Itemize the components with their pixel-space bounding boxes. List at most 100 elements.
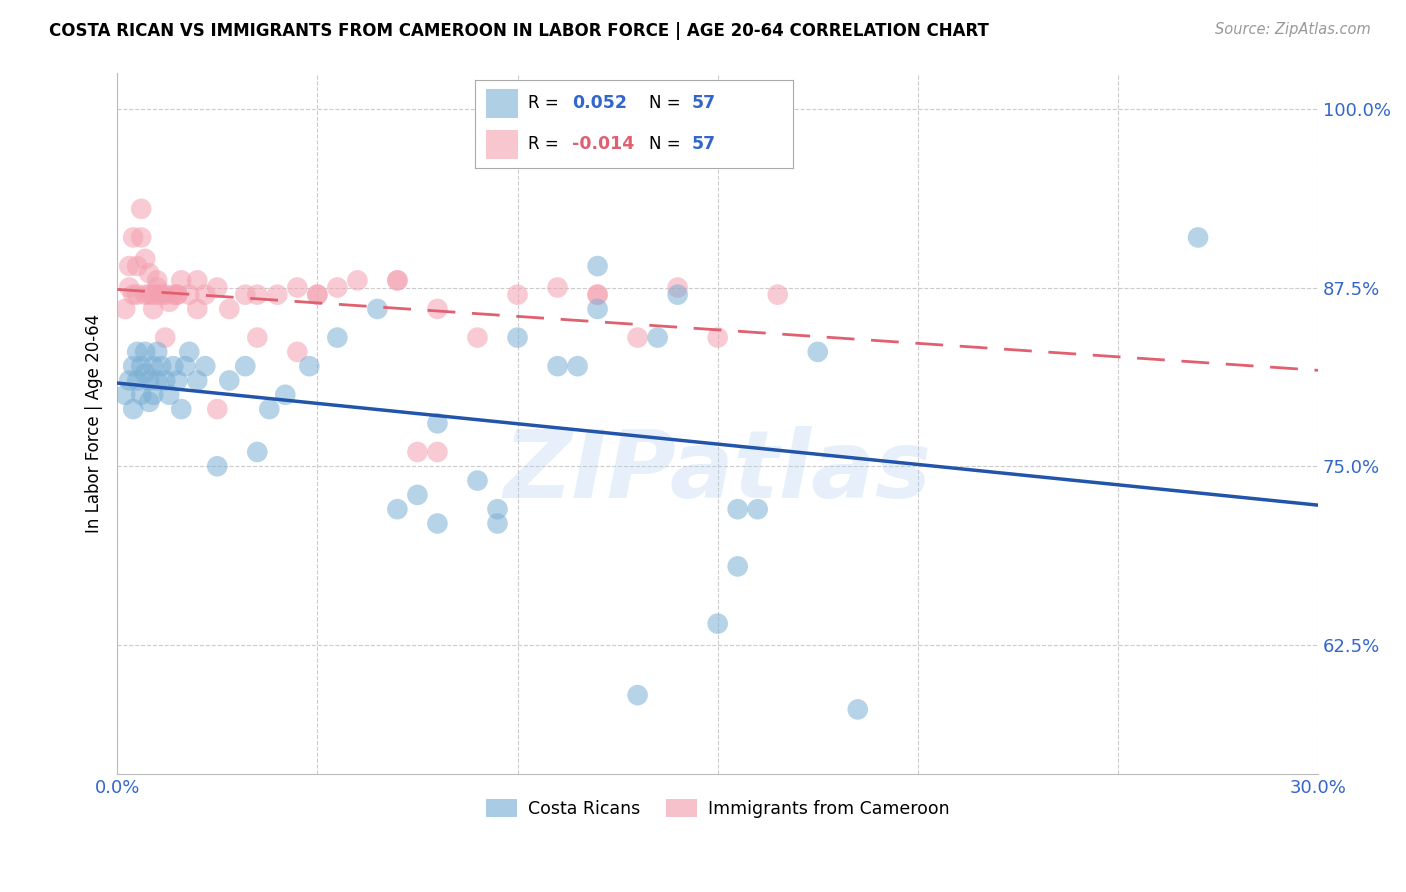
Point	[387, 502, 409, 516]
Point	[218, 301, 240, 316]
Point	[142, 388, 165, 402]
Point	[326, 330, 349, 344]
Point	[114, 388, 136, 402]
Point	[134, 344, 156, 359]
Point	[246, 330, 269, 344]
Point	[166, 287, 188, 301]
Point	[179, 287, 201, 301]
Point	[1187, 230, 1209, 244]
Point	[127, 374, 149, 388]
Point	[298, 359, 321, 374]
Point	[307, 287, 329, 301]
Point	[426, 301, 449, 316]
Point	[426, 516, 449, 531]
Point	[146, 273, 169, 287]
Point	[207, 459, 229, 474]
Point	[233, 287, 256, 301]
Point	[146, 280, 169, 294]
Point	[266, 287, 288, 301]
Point	[127, 259, 149, 273]
Point	[162, 287, 184, 301]
Y-axis label: In Labor Force | Age 20-64: In Labor Force | Age 20-64	[86, 314, 103, 533]
Point	[547, 280, 569, 294]
Text: COSTA RICAN VS IMMIGRANTS FROM CAMEROON IN LABOR FORCE | AGE 20-64 CORRELATION C: COSTA RICAN VS IMMIGRANTS FROM CAMEROON …	[49, 22, 988, 40]
Point	[134, 252, 156, 266]
Point	[807, 344, 830, 359]
Point	[134, 367, 156, 381]
Point	[138, 374, 160, 388]
Point	[666, 280, 689, 294]
Point	[406, 445, 429, 459]
Point	[259, 402, 281, 417]
Point	[129, 359, 152, 374]
Point	[166, 374, 188, 388]
Point	[114, 301, 136, 316]
Point	[157, 294, 180, 309]
Point	[194, 359, 217, 374]
Point	[194, 287, 217, 301]
Point	[207, 402, 229, 417]
Point	[186, 273, 208, 287]
Point	[626, 330, 648, 344]
Point	[122, 230, 145, 244]
Point	[118, 280, 141, 294]
Point	[285, 280, 308, 294]
Point	[207, 280, 229, 294]
Point	[727, 559, 749, 574]
Point	[155, 287, 177, 301]
Point	[426, 417, 449, 431]
Point	[174, 359, 197, 374]
Point	[727, 502, 749, 516]
Point	[766, 287, 789, 301]
Point	[586, 287, 609, 301]
Point	[179, 344, 201, 359]
Text: ZIPatlas: ZIPatlas	[503, 426, 932, 518]
Point	[467, 474, 489, 488]
Point	[246, 445, 269, 459]
Point	[186, 301, 208, 316]
Point	[122, 287, 145, 301]
Point	[567, 359, 589, 374]
Point	[146, 287, 169, 301]
Point	[586, 301, 609, 316]
Point	[547, 359, 569, 374]
Point	[406, 488, 429, 502]
Point	[586, 259, 609, 273]
Point	[138, 266, 160, 280]
Point	[186, 374, 208, 388]
Point	[155, 374, 177, 388]
Point	[218, 374, 240, 388]
Point	[146, 374, 169, 388]
Point	[586, 287, 609, 301]
Point	[307, 287, 329, 301]
Point	[129, 202, 152, 216]
Point	[426, 445, 449, 459]
Point	[118, 259, 141, 273]
Point	[127, 287, 149, 301]
Point	[138, 395, 160, 409]
Point	[486, 516, 509, 531]
Point	[666, 287, 689, 301]
Legend: Costa Ricans, Immigrants from Cameroon: Costa Ricans, Immigrants from Cameroon	[479, 792, 956, 825]
Point	[150, 359, 173, 374]
Point	[118, 374, 141, 388]
Point	[233, 359, 256, 374]
Point	[129, 388, 152, 402]
Point	[150, 287, 173, 301]
Point	[506, 287, 529, 301]
Point	[170, 402, 193, 417]
Point	[626, 688, 648, 702]
Point	[129, 230, 152, 244]
Point	[142, 287, 165, 301]
Point	[467, 330, 489, 344]
Point	[138, 287, 160, 301]
Point	[285, 344, 308, 359]
Point	[246, 287, 269, 301]
Point	[387, 273, 409, 287]
Point	[747, 502, 769, 516]
Point	[170, 273, 193, 287]
Point	[387, 273, 409, 287]
Point	[326, 280, 349, 294]
Point	[155, 330, 177, 344]
Point	[142, 359, 165, 374]
